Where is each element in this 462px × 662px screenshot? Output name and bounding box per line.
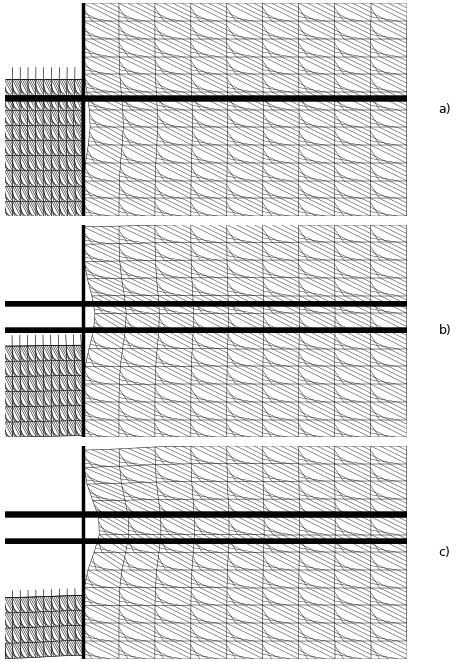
Text: b): b)	[439, 324, 451, 338]
Text: a): a)	[439, 103, 451, 117]
Text: c): c)	[439, 545, 450, 559]
